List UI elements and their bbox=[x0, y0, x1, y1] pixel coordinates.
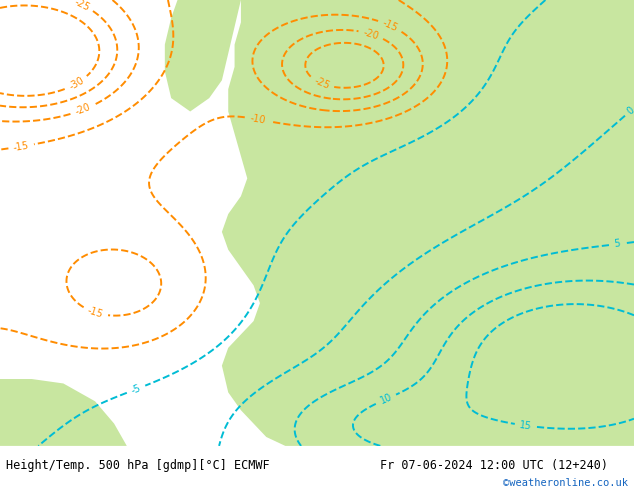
Text: -20: -20 bbox=[362, 27, 380, 41]
Text: 15: 15 bbox=[519, 420, 533, 431]
Text: -10: -10 bbox=[249, 113, 266, 125]
Polygon shape bbox=[222, 0, 634, 446]
Text: 0: 0 bbox=[625, 104, 634, 116]
Text: -20: -20 bbox=[74, 102, 92, 117]
Text: -25: -25 bbox=[72, 0, 91, 13]
Text: Fr 07-06-2024 12:00 UTC (12+240): Fr 07-06-2024 12:00 UTC (12+240) bbox=[380, 459, 609, 472]
Text: -5: -5 bbox=[130, 383, 143, 395]
Polygon shape bbox=[165, 0, 241, 112]
Text: -30: -30 bbox=[67, 75, 86, 92]
Text: -15: -15 bbox=[13, 140, 30, 152]
Text: 10: 10 bbox=[378, 392, 394, 406]
Polygon shape bbox=[0, 379, 127, 446]
Text: 5: 5 bbox=[613, 239, 621, 249]
Text: ©weatheronline.co.uk: ©weatheronline.co.uk bbox=[503, 478, 628, 488]
Text: -25: -25 bbox=[313, 76, 331, 91]
Text: -15: -15 bbox=[86, 305, 105, 320]
Text: -15: -15 bbox=[381, 18, 399, 33]
Text: Height/Temp. 500 hPa [gdmp][°C] ECMWF: Height/Temp. 500 hPa [gdmp][°C] ECMWF bbox=[6, 459, 270, 472]
